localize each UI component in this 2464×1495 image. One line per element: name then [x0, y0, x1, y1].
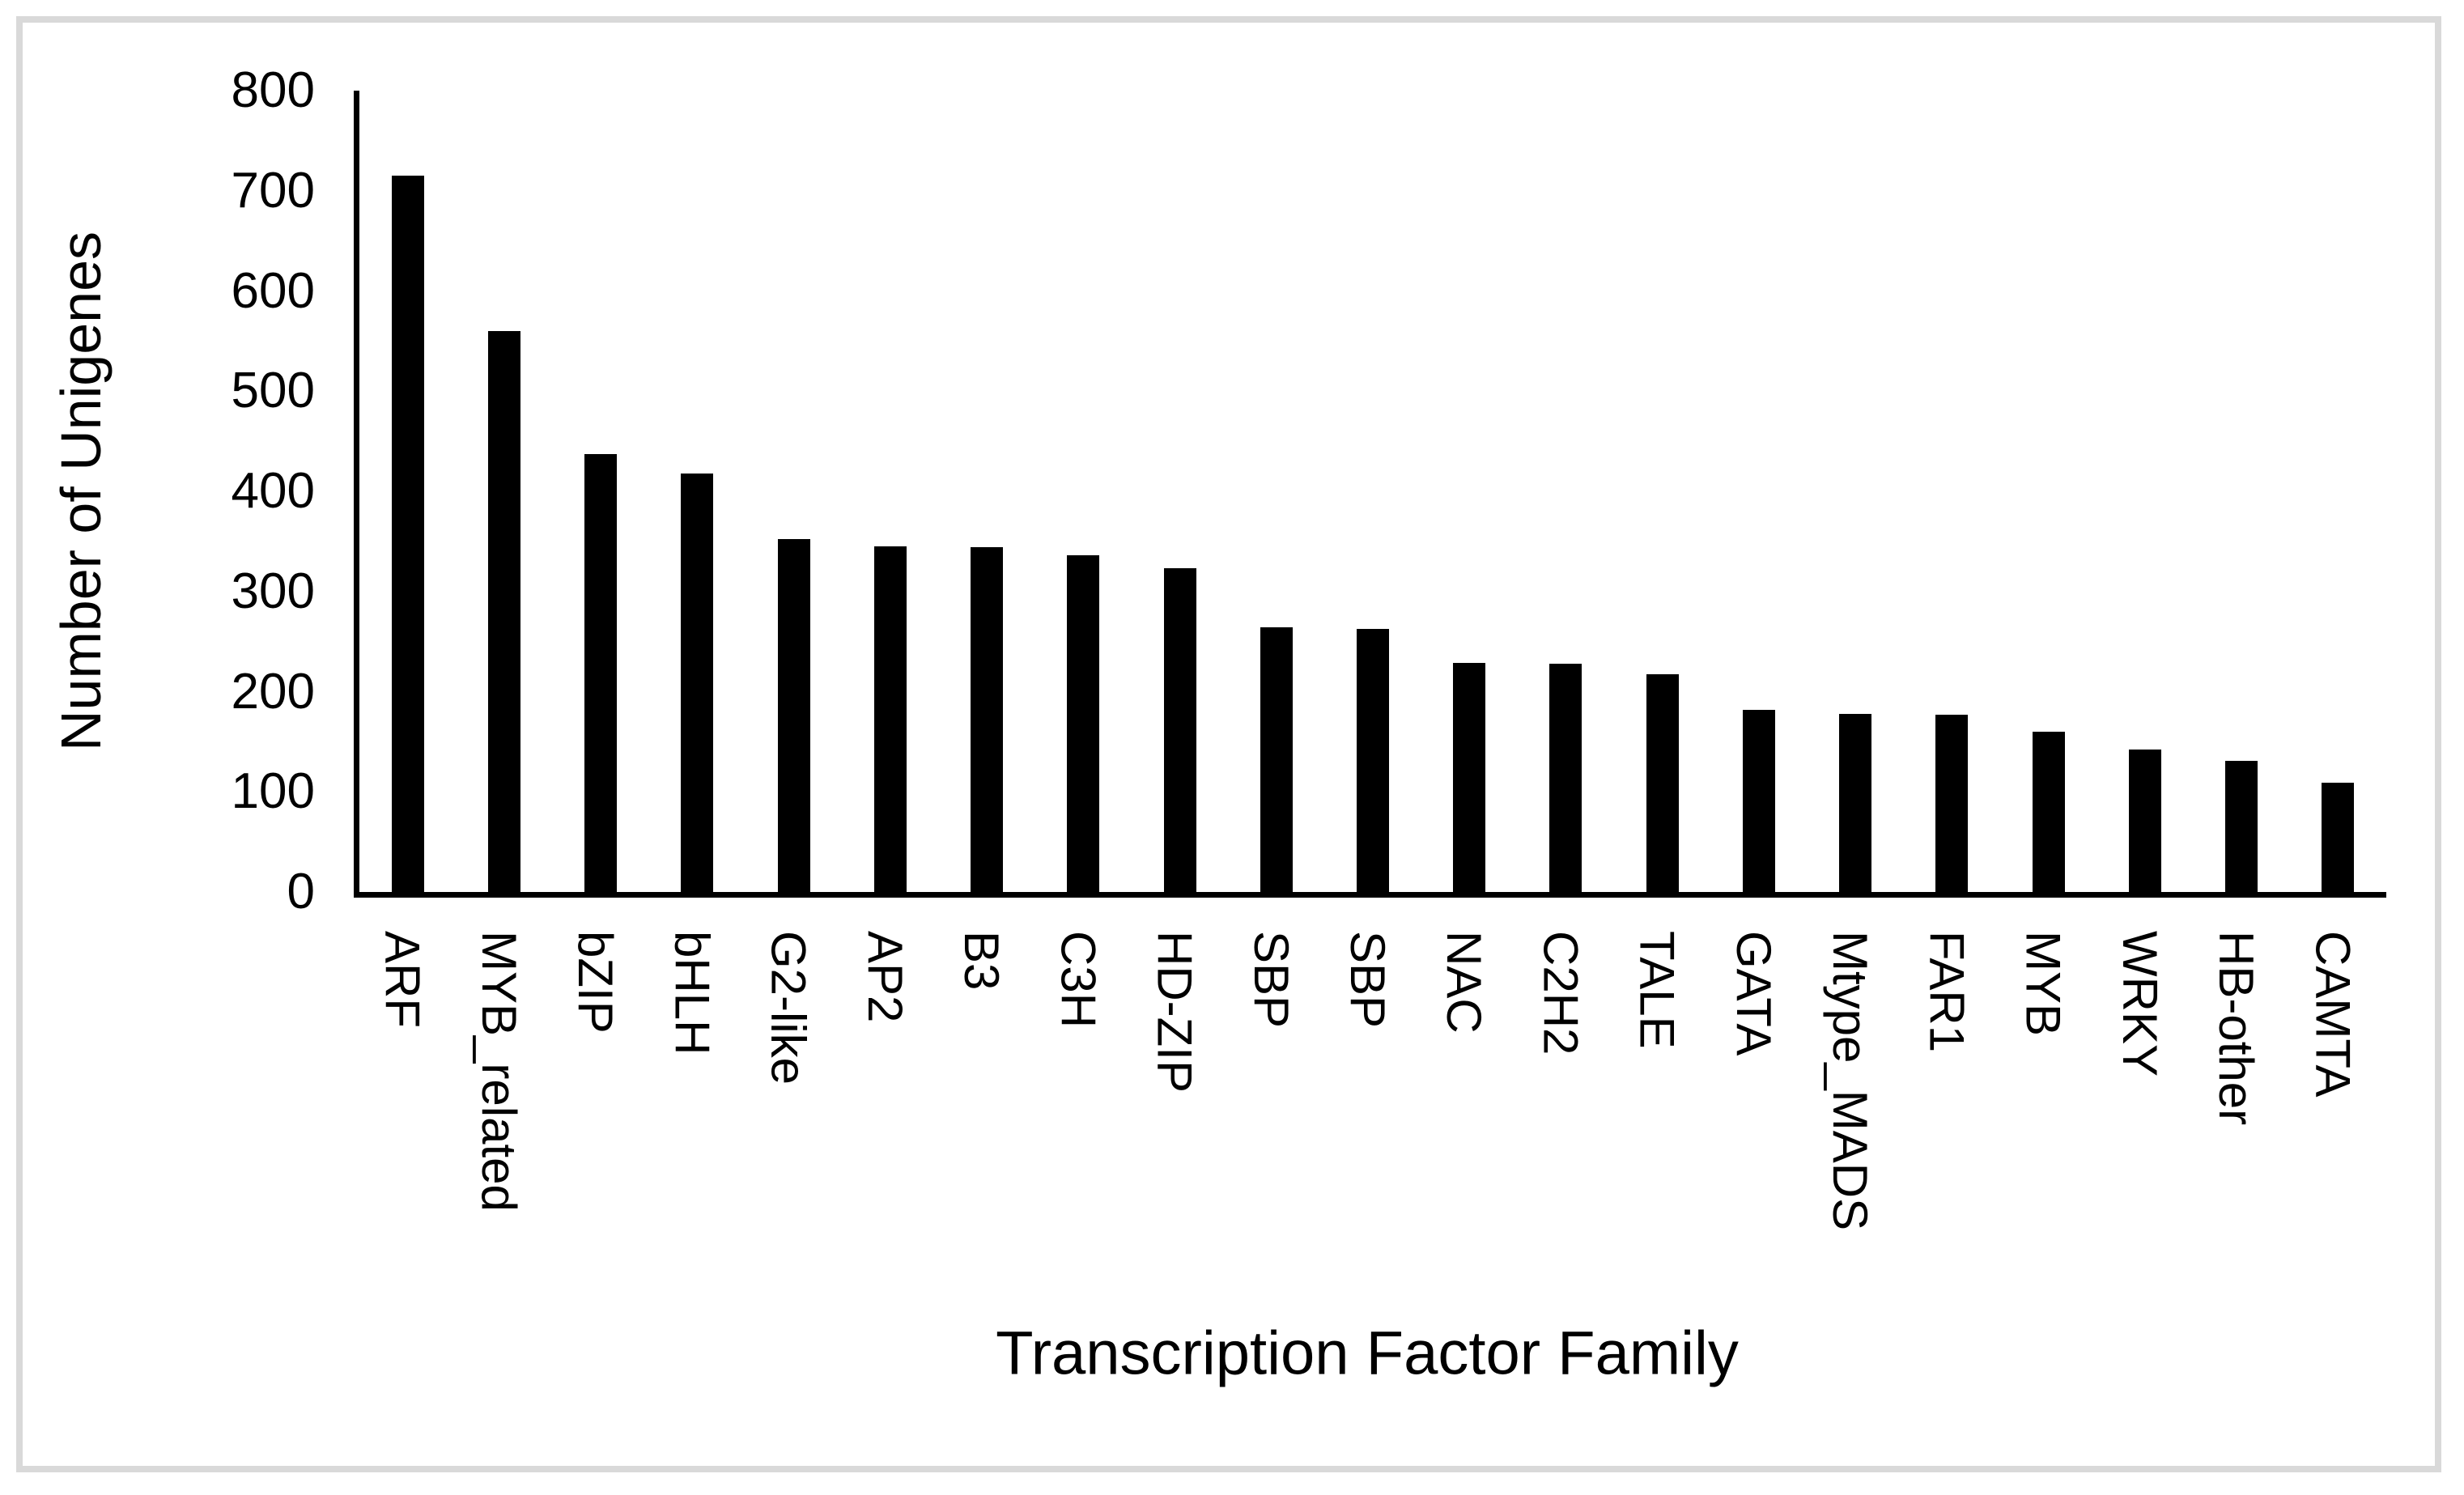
bar-camta-20 [2322, 783, 2355, 892]
plot-area [354, 91, 2386, 898]
x-category-label-hb-other-19: HB-other [2209, 931, 2264, 1126]
bar-sbp-9 [1260, 627, 1293, 892]
x-category-label-mtype-mads-15: Mtype_MADS [1823, 931, 1878, 1231]
figure-border-frame [16, 16, 2441, 1472]
x-category-label-b3-6: B3 [954, 931, 1009, 991]
bar-hd-zip-8 [1163, 568, 1196, 892]
bar-c2h2-12 [1549, 663, 1582, 892]
x-category-label-g2-like-4: G2-like [761, 931, 816, 1085]
y-tick-label-700: 700 [231, 162, 315, 219]
y-tick-label-800: 800 [231, 62, 315, 118]
bar-sbp-10 [1357, 628, 1389, 892]
y-axis-title: Number of Unigenes [49, 231, 113, 751]
x-category-label-sbp-10: SBP [1340, 931, 1395, 1029]
y-tick-label-200: 200 [231, 663, 315, 720]
bar-tale-13 [1646, 674, 1679, 892]
bar-nac-11 [1453, 662, 1486, 892]
bar-bzip-2 [584, 454, 618, 892]
y-tick-label-100: 100 [231, 763, 315, 820]
x-category-label-ap2-5: AP2 [857, 931, 912, 1023]
bar-myb-related-1 [487, 331, 520, 892]
bar-myb-17 [2032, 732, 2065, 892]
x-category-label-gata-14: GATA [1726, 931, 1781, 1056]
x-category-label-far1-16: FAR1 [1919, 931, 1974, 1053]
x-category-label-wrky-18: WRKY [2112, 931, 2167, 1077]
y-tick-label-300: 300 [231, 563, 315, 619]
bar-arf-0 [391, 176, 424, 892]
x-category-label-myb-related-1: MYB_related [471, 931, 526, 1212]
bar-ap2-5 [873, 546, 907, 892]
x-category-label-bzip-2: bZIP [568, 931, 623, 1034]
bar-c3h-7 [1067, 555, 1100, 892]
bar-mtype-mads-15 [1839, 713, 1872, 892]
x-category-label-myb-17: MYB [2016, 931, 2071, 1037]
x-category-label-sbp-9: SBP [1243, 931, 1298, 1029]
x-category-label-arf-0: ARF [375, 931, 430, 1028]
x-category-label-nac-11: NAC [1437, 931, 1492, 1034]
y-tick-label-400: 400 [231, 463, 315, 519]
x-category-label-c2h2-12: C2H2 [1533, 931, 1588, 1055]
x-category-label-tale-13: TALE [1629, 931, 1684, 1049]
x-axis-title: Transcription Factor Family [996, 1319, 1739, 1388]
y-tick-label-600: 600 [231, 262, 315, 319]
y-tick-label-500: 500 [231, 363, 315, 419]
bar-gata-14 [1742, 709, 1775, 892]
x-category-label-bhlh-3: bHLH [665, 931, 720, 1055]
bar-b3-6 [971, 547, 1004, 892]
bar-g2-like-4 [777, 539, 810, 892]
x-category-label-hd-zip-8: HD-ZIP [1147, 931, 1202, 1093]
bar-bhlh-3 [681, 473, 714, 892]
bar-far1-16 [1935, 714, 1969, 892]
bar-hb-other-19 [2225, 760, 2258, 892]
bar-wrky-18 [2128, 750, 2161, 892]
x-category-label-camta-20: CAMTA [2305, 931, 2360, 1098]
y-tick-label-0: 0 [287, 864, 315, 920]
x-category-label-c3h-7: C3H [1051, 931, 1106, 1029]
